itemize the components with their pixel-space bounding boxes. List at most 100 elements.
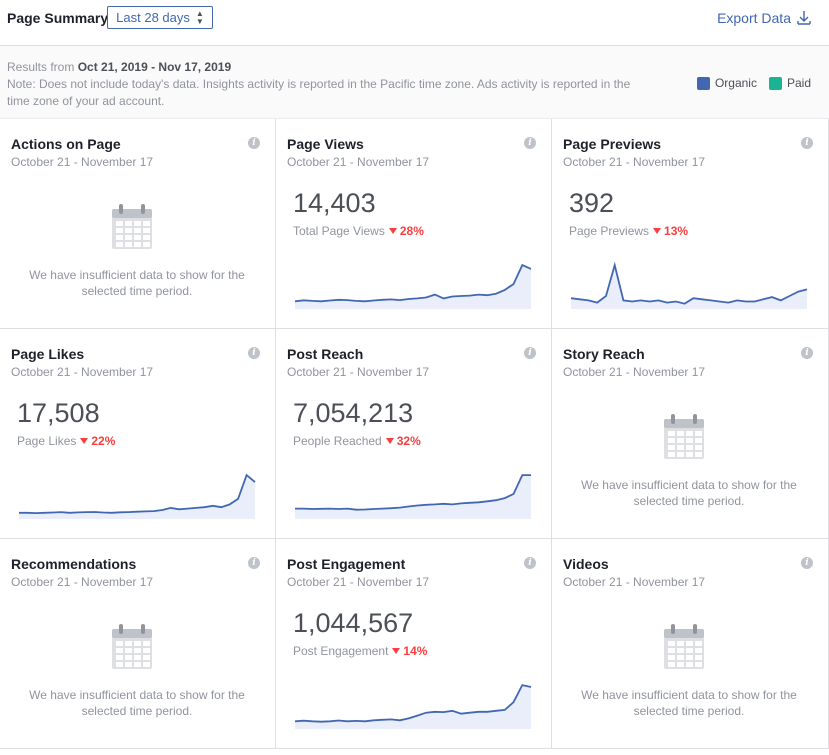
legend-paid: Paid	[768, 76, 811, 90]
metric-value: 7,054,213	[293, 398, 414, 428]
sparkline-line	[294, 263, 532, 303]
card-title: Actions on Page	[11, 136, 121, 152]
date-range-select[interactable]: Last 28 days ▲ ▼	[107, 6, 213, 29]
calendar-icon	[112, 624, 152, 669]
paid-swatch	[768, 76, 782, 90]
export-data-button[interactable]: Export Data	[717, 10, 811, 26]
metric-caption: Page Likes 22%	[17, 434, 115, 448]
metric-caption: People Reached 32%	[293, 434, 421, 448]
insufficient-data-message: We have insufficient data to show for th…	[581, 478, 797, 508]
card-title: Post Engagement	[287, 556, 406, 572]
sparkline-area	[295, 265, 531, 309]
card-date-range: October 21 - November 17	[11, 575, 154, 589]
delta-value: 22%	[91, 434, 116, 448]
calendar-icon	[664, 624, 704, 669]
timezone-note: Note: Does not include today's data. Ins…	[7, 77, 631, 108]
insufficient-data-message: We have insufficient data to show for th…	[29, 268, 245, 298]
metric-label: People Reached	[293, 434, 382, 448]
info-icon[interactable]: i	[248, 347, 260, 359]
sparkline-line	[294, 684, 532, 723]
metric-card[interactable]: Post Reach October 21 - November 17 i 7,054…	[276, 329, 552, 539]
sparkline-chart	[294, 684, 532, 729]
delta-value: 14%	[403, 644, 428, 658]
legend-organic-label: Organic	[714, 76, 757, 90]
metric-value: 392	[569, 188, 615, 218]
info-bar: Results from Oct 21, 2019 - Nov 17, 2019…	[0, 46, 829, 119]
page-summary-header: Page Summary Last 28 days ▲ ▼ Export Data	[0, 0, 829, 46]
card-title: Page Likes	[11, 346, 85, 362]
export-data-label: Export Data	[717, 10, 791, 26]
sparkline-chart	[19, 473, 256, 519]
organic-swatch	[696, 76, 710, 90]
metric-caption: Total Page Views 28%	[293, 224, 424, 238]
down-arrow-icon	[385, 438, 394, 444]
delta-value: 28%	[399, 224, 424, 238]
metric-card[interactable]: Page Previews October 21 - November 17 i 39…	[552, 119, 829, 329]
card-date-range: October 21 - November 17	[563, 365, 706, 379]
insufficient-data-message: We have insufficient data to show for th…	[581, 688, 797, 718]
sparkline-area	[571, 265, 807, 309]
insufficient-data-message: We have insufficient data to show for th…	[29, 688, 245, 718]
card-date-range: October 21 - November 17	[11, 365, 154, 379]
metric-caption: Page Previews 13%	[569, 224, 688, 238]
metric-label: Page Likes	[17, 434, 77, 448]
card-title: Page Previews	[563, 136, 662, 152]
delta-badge: 13%	[653, 224, 688, 238]
card-title: Videos	[563, 556, 609, 572]
delta-value: 13%	[664, 224, 689, 238]
info-icon[interactable]: i	[248, 557, 260, 569]
sparkline-chart	[295, 474, 531, 519]
card-title: Post Reach	[287, 346, 364, 362]
info-icon[interactable]: i	[801, 137, 813, 149]
metric-card[interactable]: Page Likes October 21 - November 17 i 17,50…	[0, 329, 276, 539]
metric-value: 1,044,567	[293, 608, 414, 638]
info-icon[interactable]: i	[248, 137, 260, 149]
metric-card[interactable]: Story Reach October 21 - November 17 i We h…	[552, 329, 829, 539]
info-icon[interactable]: i	[801, 347, 813, 359]
card-date-range: October 21 - November 17	[287, 575, 430, 589]
card-date-range: October 21 - November 17	[287, 155, 430, 169]
card-title: Recommendations	[11, 556, 137, 572]
sparkline-chart	[570, 261, 808, 309]
delta-value: 32%	[396, 434, 421, 448]
sparkline-line	[570, 261, 808, 305]
delta-badge: 28%	[388, 224, 424, 238]
down-arrow-icon	[388, 228, 397, 234]
results-range: Oct 21, 2019 - Nov 17, 2019	[77, 60, 232, 74]
down-arrow-icon	[80, 438, 89, 444]
metric-card[interactable]: Page Views October 21 - November 17 i 14,40…	[276, 119, 552, 329]
metric-card[interactable]: Post Engagement October 21 - November 17 i…	[276, 539, 552, 749]
calendar-icon	[664, 414, 704, 459]
metric-label: Page Previews	[569, 224, 650, 238]
calendar-icon	[112, 204, 152, 249]
metric-card[interactable]: Videos October 21 - November 17 i We have i…	[552, 539, 829, 749]
card-date-range: October 21 - November 17	[287, 365, 430, 379]
legend-paid-label: Paid	[786, 76, 811, 90]
date-range-label: Last 28 days	[116, 10, 190, 25]
legend-organic: Organic	[696, 76, 757, 90]
info-icon[interactable]: i	[801, 557, 813, 569]
metric-value: 17,508	[17, 398, 100, 428]
metric-label: Post Engagement	[293, 644, 389, 658]
delta-badge: 14%	[392, 644, 427, 658]
sparkline-area	[295, 685, 531, 729]
card-date-range: October 21 - November 17	[11, 155, 154, 169]
metric-value: 14,403	[293, 188, 376, 218]
down-arrow-icon	[392, 648, 401, 654]
down-arrow-icon	[653, 228, 662, 234]
info-icon[interactable]: i	[524, 347, 536, 359]
results-prefix: Results from	[7, 60, 75, 74]
card-date-range: October 21 - November 17	[563, 575, 706, 589]
card-title: Story Reach	[563, 346, 645, 362]
metric-caption: Post Engagement 14%	[293, 644, 427, 658]
delta-badge: 22%	[80, 434, 115, 448]
metric-card[interactable]: Actions on Page October 21 - November 17 i…	[0, 119, 276, 329]
metric-card[interactable]: Recommendations October 21 - November 17 i…	[0, 539, 276, 749]
info-icon[interactable]: i	[524, 557, 536, 569]
sparkline-line	[19, 473, 256, 515]
page-title: Page Summary	[7, 10, 109, 26]
info-icon[interactable]: i	[524, 137, 536, 149]
sparkline-area	[295, 475, 531, 519]
delta-badge: 32%	[385, 434, 421, 448]
metric-label: Total Page Views	[293, 224, 385, 238]
